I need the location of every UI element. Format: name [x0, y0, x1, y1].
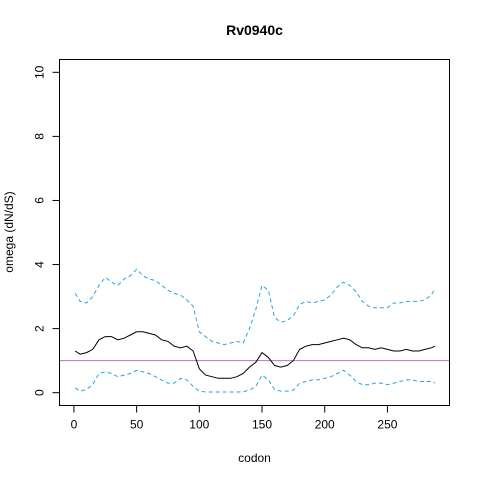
- plot-area: [59, 268, 450, 393]
- series-line-upper: [74, 268, 436, 346]
- x-tick-label: 0: [71, 418, 78, 432]
- y-axis-label: omega (dN/dS): [2, 191, 16, 272]
- y-tick-label: 10: [33, 65, 47, 79]
- x-tick-label: 100: [189, 418, 209, 432]
- x-tick-label: 200: [315, 418, 335, 432]
- y-tick-label: 8: [33, 133, 47, 140]
- y-tick-label: 4: [33, 261, 47, 268]
- x-axis-label: codon: [238, 451, 271, 465]
- series-line-estimate: [74, 331, 436, 379]
- y-tick-label: 6: [33, 197, 47, 204]
- series-line-lower: [74, 369, 436, 393]
- y-tick-label: 0: [33, 389, 47, 396]
- x-tick-label: 150: [252, 418, 272, 432]
- x-tick-label: 50: [130, 418, 144, 432]
- y-tick-label: 2: [33, 325, 47, 332]
- x-tick-label: 250: [377, 418, 397, 432]
- chart-title: Rv0940c: [226, 22, 283, 38]
